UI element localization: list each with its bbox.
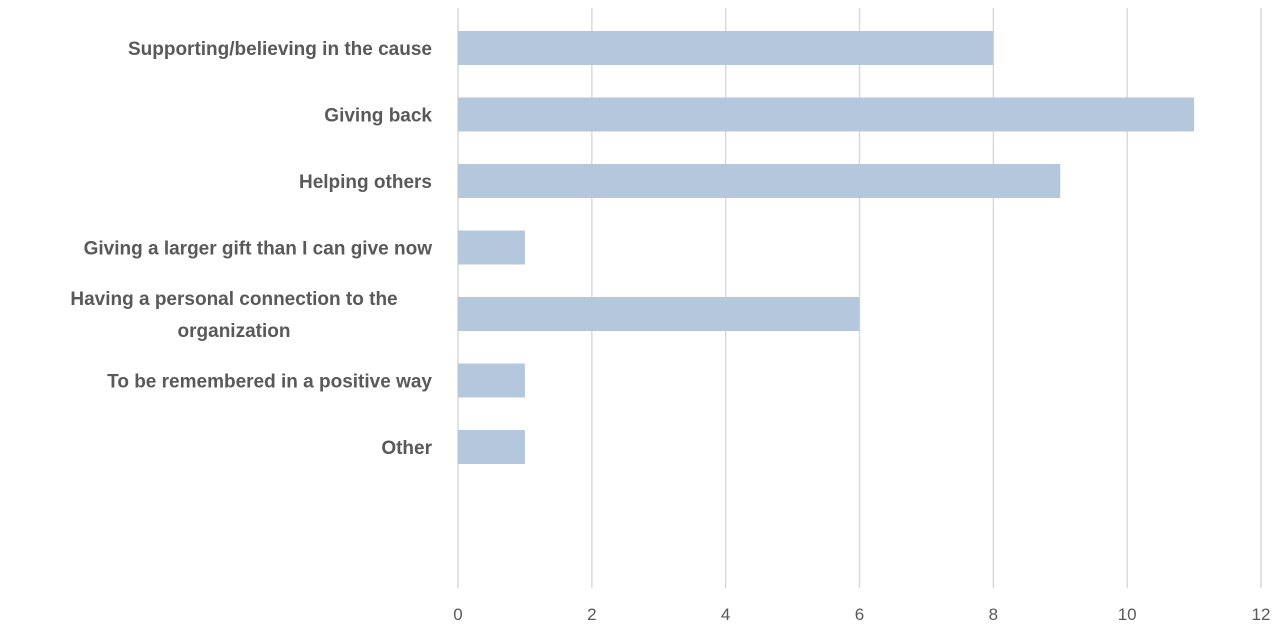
bar-6 xyxy=(458,363,525,398)
x-tick-label-8: 8 xyxy=(989,605,998,624)
x-tick-label-0: 0 xyxy=(453,605,462,624)
x-tick-label-6: 6 xyxy=(855,605,864,624)
x-axis-tick-labels: 0 2 4 6 8 10 12 xyxy=(453,605,1270,624)
x-tick-label-4: 4 xyxy=(721,605,730,624)
category-label-4: Giving a larger gift than I can give now xyxy=(84,239,433,260)
x-tick-label-2: 2 xyxy=(587,605,596,624)
bar-2 xyxy=(458,97,1195,132)
x-tick-label-12: 12 xyxy=(1252,605,1271,624)
bar-1 xyxy=(458,31,994,65)
category-label-1: Supporting/believing in the cause xyxy=(128,39,432,60)
bar-4 xyxy=(458,230,525,265)
category-label-3: Helping others xyxy=(299,172,432,193)
x-tick-label-10: 10 xyxy=(1118,605,1137,624)
category-label-7: Other xyxy=(381,438,432,459)
category-label-2: Giving back xyxy=(324,106,432,127)
category-label-5: Having a personal connection to the organ… xyxy=(70,289,397,342)
bar-7 xyxy=(458,430,525,464)
category-label-6: To be remembered in a positive way xyxy=(107,372,432,393)
bar-3 xyxy=(458,164,1061,198)
bar-5 xyxy=(458,297,860,331)
bars xyxy=(458,31,1195,464)
category-labels: Supporting/believing in the cause Giving … xyxy=(70,39,432,459)
